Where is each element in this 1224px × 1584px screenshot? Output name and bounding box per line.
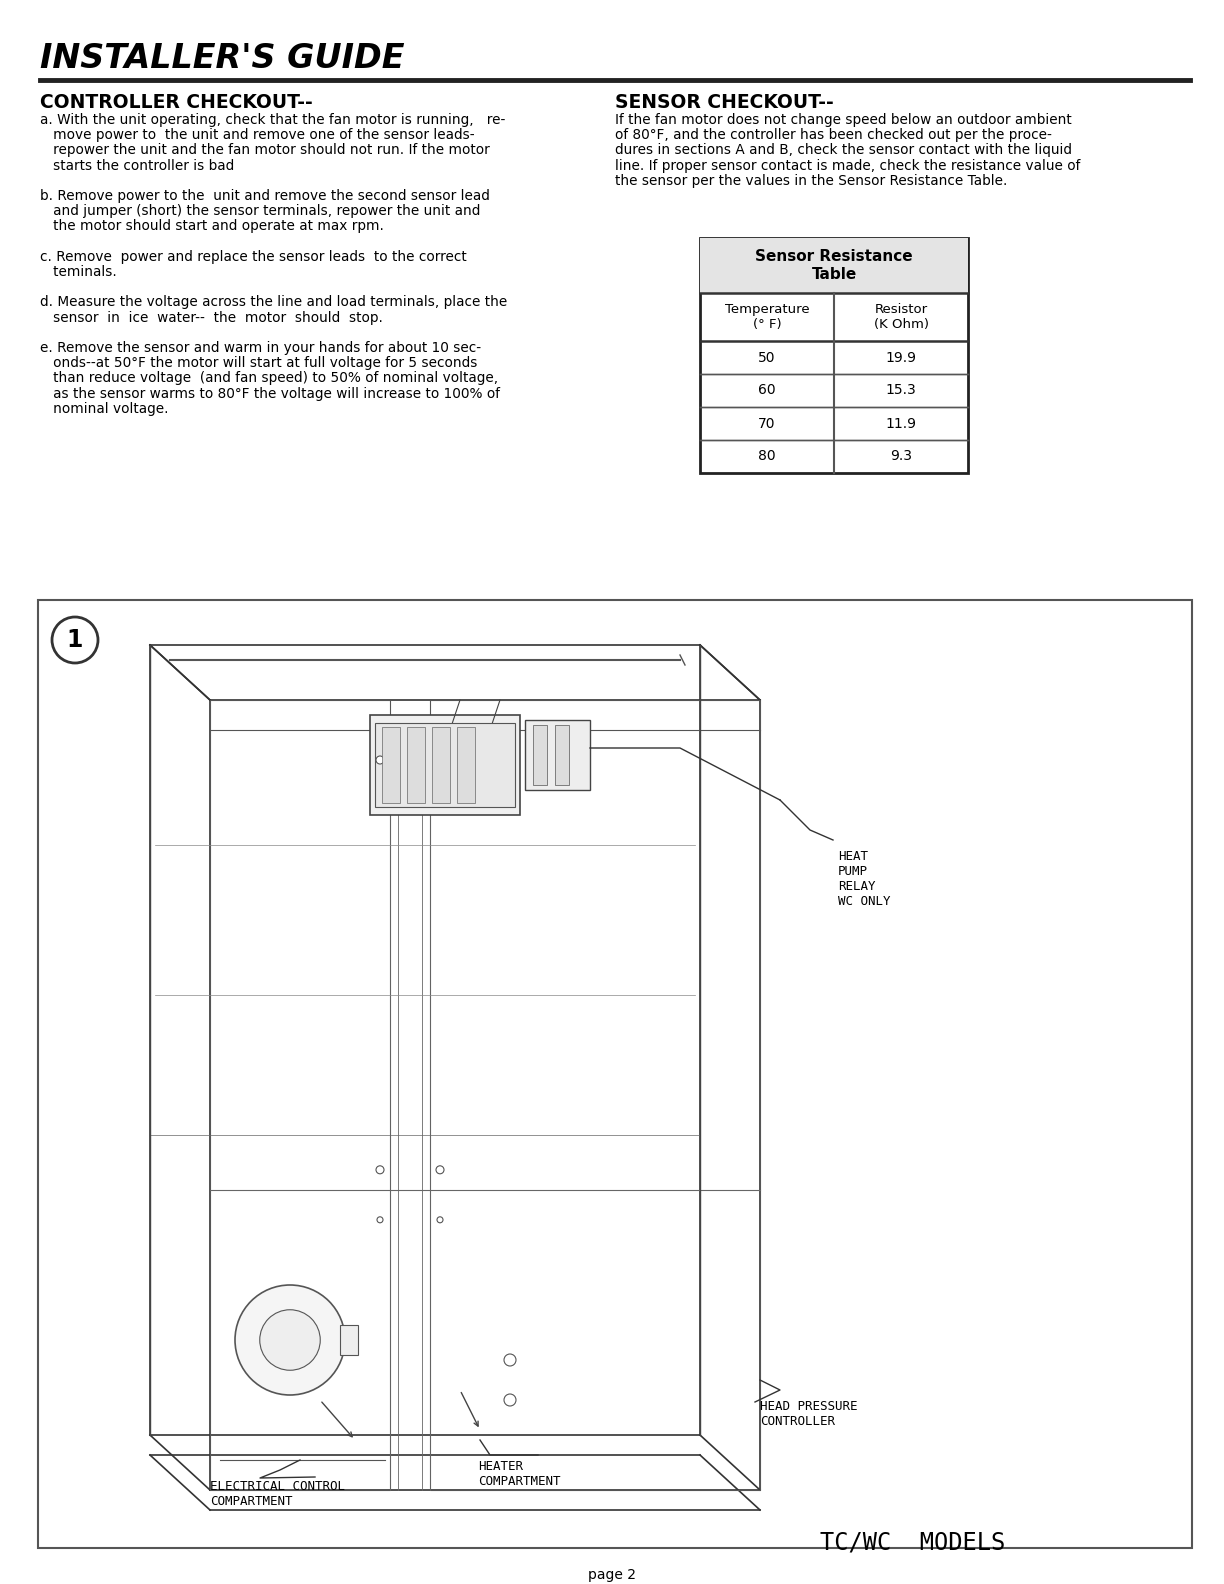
Text: HEAT
PUMP
RELAY
WC ONLY: HEAT PUMP RELAY WC ONLY	[838, 851, 891, 908]
Bar	[525, 721, 590, 790]
Text: ELECTRICAL CONTROL
COMPARTMENT: ELECTRICAL CONTROL COMPARTMENT	[211, 1479, 345, 1508]
Text: Resistor
(K Ohm): Resistor (K Ohm)	[874, 303, 929, 331]
Text: 11.9: 11.9	[885, 417, 917, 431]
Bar	[370, 714, 520, 816]
Bar	[554, 725, 569, 786]
Text: 9.3: 9.3	[890, 450, 912, 464]
Text: sensor  in  ice  water--  the  motor  should  stop.: sensor in ice water-- the motor should s…	[40, 310, 383, 325]
Text: move power to  the unit and remove one of the sensor leads-: move power to the unit and remove one of…	[40, 128, 475, 143]
Text: page 2: page 2	[588, 1568, 636, 1582]
Text: 19.9: 19.9	[885, 350, 917, 364]
Bar	[38, 600, 1192, 1548]
Text: 1: 1	[67, 627, 83, 653]
Text: of 80°F, and the controller has been checked out per the proce-: of 80°F, and the controller has been che…	[614, 128, 1051, 143]
Bar	[408, 727, 425, 803]
Bar	[532, 725, 547, 786]
Bar	[700, 238, 968, 293]
Bar	[430, 700, 760, 1491]
Text: If the fan motor does not change speed below an outdoor ambient: If the fan motor does not change speed b…	[614, 112, 1072, 127]
Text: onds--at 50°F the motor will start at full voltage for 5 seconds: onds--at 50°F the motor will start at fu…	[40, 356, 477, 371]
Bar	[382, 727, 400, 803]
Circle shape	[504, 1354, 517, 1365]
Text: teminals.: teminals.	[40, 265, 116, 279]
Circle shape	[235, 1285, 345, 1396]
Circle shape	[377, 1217, 383, 1223]
Text: TC/WC  MODELS: TC/WC MODELS	[820, 1530, 1005, 1554]
Text: CONTROLLER CHECKOUT--: CONTROLLER CHECKOUT--	[40, 93, 313, 112]
Text: than reduce voltage  (and fan speed) to 50% of nominal voltage,: than reduce voltage (and fan speed) to 5…	[40, 371, 498, 385]
Text: INSTALLER'S GUIDE: INSTALLER'S GUIDE	[40, 43, 404, 74]
Bar	[432, 727, 450, 803]
Circle shape	[504, 1394, 517, 1407]
Text: e. Remove the sensor and warm in your hands for about 10 sec-: e. Remove the sensor and warm in your ha…	[40, 341, 481, 355]
Text: and jumper (short) the sensor terminals, repower the unit and: and jumper (short) the sensor terminals,…	[40, 204, 480, 219]
Text: d. Measure the voltage across the line and load terminals, place the: d. Measure the voltage across the line a…	[40, 295, 507, 309]
Text: Temperature
(° F): Temperature (° F)	[725, 303, 809, 331]
Circle shape	[436, 756, 444, 763]
Text: 50: 50	[758, 350, 776, 364]
Circle shape	[51, 618, 98, 664]
Text: nominal voltage.: nominal voltage.	[40, 402, 169, 415]
Circle shape	[436, 1166, 444, 1174]
Text: the motor should start and operate at max rpm.: the motor should start and operate at ma…	[40, 220, 384, 233]
Text: 60: 60	[758, 383, 776, 398]
Bar	[457, 727, 475, 803]
Text: 70: 70	[758, 417, 776, 431]
Text: starts the controller is bad: starts the controller is bad	[40, 158, 234, 173]
Text: HEATER
COMPARTMENT: HEATER COMPARTMENT	[479, 1460, 561, 1487]
Text: a. With the unit operating, check that the fan motor is running,   re-: a. With the unit operating, check that t…	[40, 112, 506, 127]
Text: 80: 80	[758, 450, 776, 464]
Text: SENSOR CHECKOUT--: SENSOR CHECKOUT--	[614, 93, 834, 112]
Bar	[340, 1324, 357, 1354]
Text: HEAD PRESSURE
CONTROLLER: HEAD PRESSURE CONTROLLER	[760, 1400, 858, 1429]
Text: c. Remove  power and replace the sensor leads  to the correct: c. Remove power and replace the sensor l…	[40, 250, 466, 265]
Circle shape	[376, 756, 384, 763]
Text: the sensor per the values in the Sensor Resistance Table.: the sensor per the values in the Sensor …	[614, 174, 1007, 188]
Text: as the sensor warms to 80°F the voltage will increase to 100% of: as the sensor warms to 80°F the voltage …	[40, 386, 499, 401]
Bar	[700, 238, 968, 474]
Text: line. If proper sensor contact is made, check the resistance value of: line. If proper sensor contact is made, …	[614, 158, 1081, 173]
Text: b. Remove power to the  unit and remove the second sensor lead: b. Remove power to the unit and remove t…	[40, 188, 490, 203]
Text: repower the unit and the fan motor should not run. If the motor: repower the unit and the fan motor shoul…	[40, 144, 490, 157]
Text: 15.3: 15.3	[886, 383, 917, 398]
Bar	[375, 722, 515, 806]
Circle shape	[259, 1310, 321, 1370]
Circle shape	[376, 1166, 384, 1174]
Text: dures in sections A and B, check the sensor contact with the liquid: dures in sections A and B, check the sen…	[614, 144, 1072, 157]
Circle shape	[437, 1217, 443, 1223]
Bar	[211, 700, 390, 1491]
Text: Sensor Resistance
Table: Sensor Resistance Table	[755, 249, 913, 282]
